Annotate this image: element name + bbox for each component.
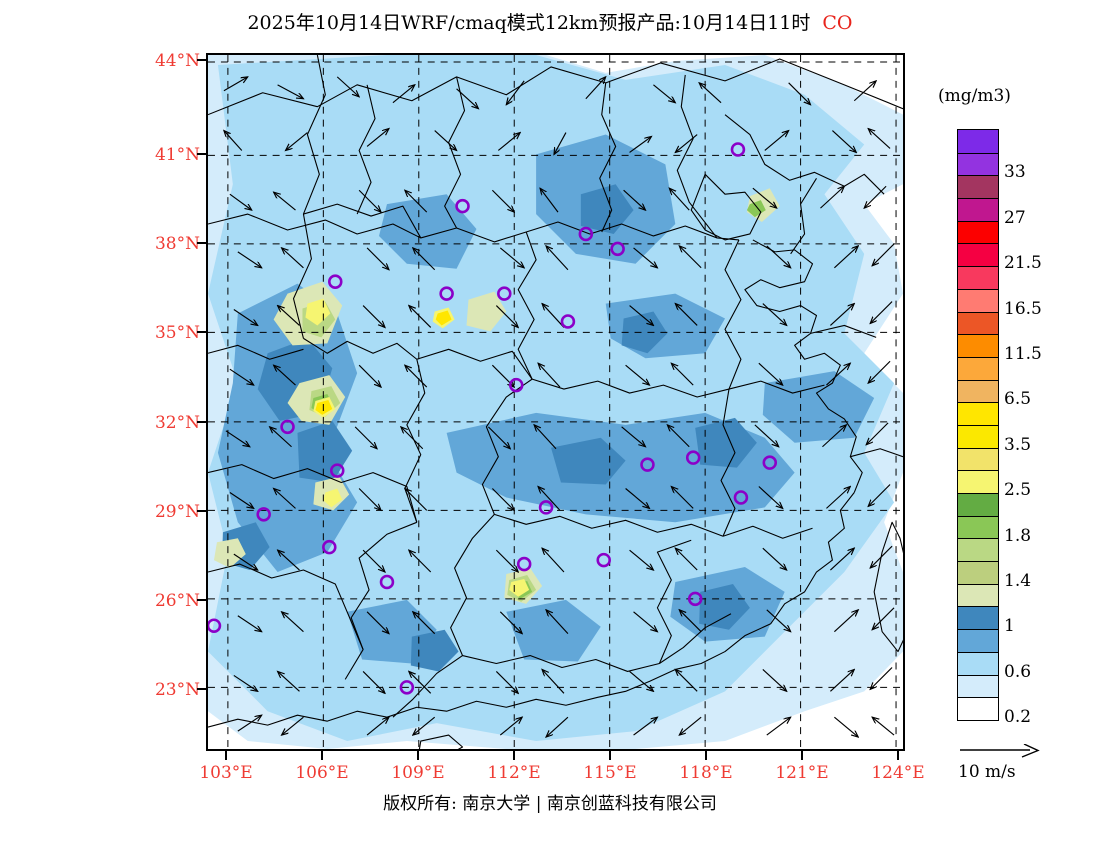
colorbar [957, 129, 999, 721]
lon-label-115: 115°E [583, 763, 637, 783]
lon-label-124: 124°E [871, 763, 925, 783]
colorbar-band [958, 198, 998, 221]
colorbar-units-label: (mg/m3) [938, 86, 1011, 106]
colorbar-band [958, 356, 998, 380]
lon-label-121: 121°E [775, 763, 829, 783]
map-frame[interactable] [206, 53, 905, 751]
station-marker [328, 274, 343, 289]
station-marker [322, 539, 337, 555]
page-title: 2025年10月14日WRF/cmaq模式12km预报产品:10月14日11时 C… [0, 8, 1100, 35]
lat-label-32: 32°N [154, 413, 200, 433]
title-text: 2025年10月14日WRF/cmaq模式12km预报产品:10月14日11时 [247, 12, 811, 34]
colorbar-tick-label: 3.5 [1004, 434, 1032, 455]
colorbar-band [958, 130, 998, 153]
colorbar-band [958, 379, 998, 403]
copyright-footer: 版权所有: 南京大学 | 南京创蓝科技有限公司 [383, 794, 717, 814]
map-canvas [208, 55, 903, 749]
station-markers [208, 142, 778, 695]
colorbar-band [958, 697, 998, 720]
colorbar-tick-label: 11.5 [1004, 344, 1042, 364]
wind-scale-key: 10 m/s [958, 744, 1088, 782]
colorbar-band [958, 424, 998, 448]
province-boundaries [208, 55, 903, 749]
station-marker [596, 552, 611, 568]
colorbar-band [958, 629, 998, 652]
colorbar-band [958, 175, 998, 199]
colorbar-band [958, 402, 998, 425]
colorbar-band [958, 288, 998, 312]
colorbar-band [958, 447, 998, 471]
station-marker [538, 500, 554, 515]
colorbar-tick-label: 6.5 [1004, 389, 1032, 410]
title-species-label: CO [822, 12, 853, 34]
station-marker [516, 556, 532, 572]
lon-label-106: 106°E [295, 763, 349, 783]
lat-label-35: 35°N [154, 323, 200, 343]
colorbar-band [958, 674, 998, 698]
colorbar-band [958, 470, 998, 493]
lon-label-118: 118°E [679, 763, 733, 783]
station-marker [687, 591, 703, 607]
colorbar-tick-label: 21.5 [1004, 253, 1042, 274]
station-marker [733, 490, 749, 505]
lat-label-26: 26°N [154, 591, 200, 611]
station-marker [497, 286, 512, 301]
station-marker [610, 241, 625, 257]
station-marker [455, 198, 470, 214]
lon-label-103: 103°E [199, 763, 253, 783]
colorbar-tick-label: 0.2 [1004, 707, 1032, 728]
lon-label-112: 112°E [487, 763, 541, 783]
station-marker [439, 286, 454, 301]
station-marker [762, 455, 778, 470]
colorbar-band [958, 311, 998, 335]
colorbar-band [958, 561, 998, 584]
colorbar-band [958, 538, 998, 562]
colorbar-band [958, 583, 998, 607]
wind-scale-label: 10 m/s [958, 762, 1016, 782]
colorbar-tick-label: 0.6 [1004, 661, 1032, 682]
station-marker [329, 463, 345, 478]
colorbar-tick-label: 27 [1004, 207, 1026, 228]
colorbar-band [958, 334, 998, 357]
colorbar-band [958, 493, 998, 516]
colorbar-tick-label: 1 [1004, 616, 1015, 637]
station-marker [560, 314, 576, 329]
lat-label-41: 41°N [154, 145, 200, 165]
colorbar-tick-label: 1.4 [1004, 571, 1032, 591]
station-marker [280, 419, 295, 435]
colorbar-band [958, 220, 998, 244]
station-marker [685, 450, 701, 465]
station-marker [379, 574, 395, 590]
station-marker [640, 457, 655, 472]
lon-label-109: 109°E [391, 763, 445, 783]
colorbar-band [958, 515, 998, 539]
latitude-axis: 44°N 41°N 38°N 35°N 32°N 29°N 26°N 23°N [120, 0, 200, 850]
station-marker [730, 142, 746, 157]
colorbar-band [958, 606, 998, 630]
station-marker [578, 226, 594, 242]
station-marker [256, 507, 271, 522]
map-svg [208, 55, 903, 749]
lat-label-44: 44°N [154, 51, 200, 71]
colorbar-band [958, 651, 998, 675]
station-marker [399, 680, 415, 695]
colorbar-band [958, 243, 998, 267]
wind-arrow-icon [960, 744, 1040, 758]
lat-label-29: 29°N [154, 502, 200, 522]
lat-label-23: 23°N [154, 680, 200, 700]
wind-vectors [224, 77, 895, 737]
colorbar-tick-label: 16.5 [1004, 298, 1042, 319]
station-marker [208, 618, 222, 633]
station-marker [508, 377, 524, 393]
colorbar-band [958, 266, 998, 289]
lat-label-38: 38°N [154, 234, 200, 254]
colorbar-tick-label: 33 [1004, 162, 1026, 183]
colorbar-tick-label: 1.8 [1004, 525, 1032, 546]
colorbar-tick-label: 2.5 [1004, 480, 1032, 501]
colorbar-band [958, 152, 998, 176]
